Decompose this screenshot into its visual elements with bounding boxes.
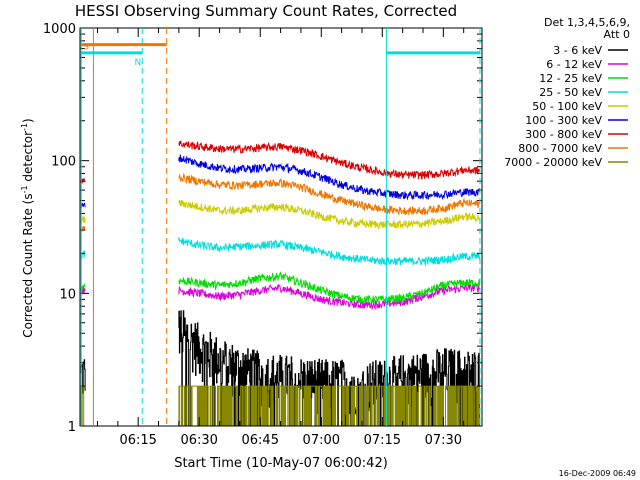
series-line-segment: [178, 283, 481, 311]
x-tick-label: 07:15: [364, 433, 401, 448]
legend-label: 100 - 300 keV: [525, 114, 602, 127]
series-line-segment: [178, 154, 481, 201]
legend-label: 6 - 12 keV: [546, 58, 602, 71]
legend-label: 12 - 25 keV: [539, 72, 602, 85]
x-tick-label: 06:45: [242, 433, 279, 448]
series-3-6-kev: [80, 310, 481, 426]
legend-label: 25 - 50 keV: [539, 86, 602, 99]
series-25-50-kev: [80, 237, 481, 267]
x-tick-label: 06:15: [119, 433, 156, 448]
x-tick-label: 06:30: [180, 433, 217, 448]
series-7000-20000-kev: [80, 385, 480, 426]
attenuator-state-label: S: [83, 43, 89, 53]
series-line-segment: [178, 385, 480, 426]
y-tick-label: 100: [51, 155, 76, 170]
series-800-7000-kev: [80, 172, 481, 232]
x-axis-label: Start Time (10-May-07 06:00:42): [174, 456, 388, 471]
decimation-label: N: [135, 58, 142, 68]
series-line-segment: [178, 172, 481, 216]
series-line-segment: [80, 226, 86, 232]
legend-header-2: Att 0: [604, 28, 630, 41]
y-tick-label: 1: [68, 420, 76, 435]
series-line-segment: [178, 271, 481, 305]
series-line-segment: [80, 250, 86, 260]
series-50-100-kev: [80, 199, 481, 230]
series-300-800-kev: [80, 140, 481, 184]
legend-header-1: Det 1,3,4,5,6,9,: [544, 16, 630, 29]
x-tick-label: 07:00: [303, 433, 340, 448]
footer-timestamp: 16-Dec-2009 06:49: [559, 469, 636, 478]
legend-label: 800 - 7000 keV: [518, 142, 602, 155]
y-tick-label: 1000: [43, 22, 76, 37]
series-line-segment: [178, 140, 481, 180]
y-tick-label: 10: [59, 287, 76, 302]
legend-label: 50 - 100 keV: [532, 100, 602, 113]
series-line-segment: [178, 199, 481, 230]
legend-label: 7000 - 20000 keV: [504, 156, 602, 169]
series-line-segment: [80, 202, 86, 208]
chart-title: HESSI Observing Summary Count Rates, Cor…: [75, 2, 457, 20]
x-tick-label: 07:30: [425, 433, 462, 448]
legend-label: 300 - 800 keV: [525, 128, 602, 141]
series-line-segment: [178, 237, 481, 267]
legend-label: 3 - 6 keV: [553, 44, 602, 57]
series-line-segment: [80, 214, 86, 224]
y-axis-label: Corrected Count Rate (s-1 detector-1): [20, 118, 35, 337]
